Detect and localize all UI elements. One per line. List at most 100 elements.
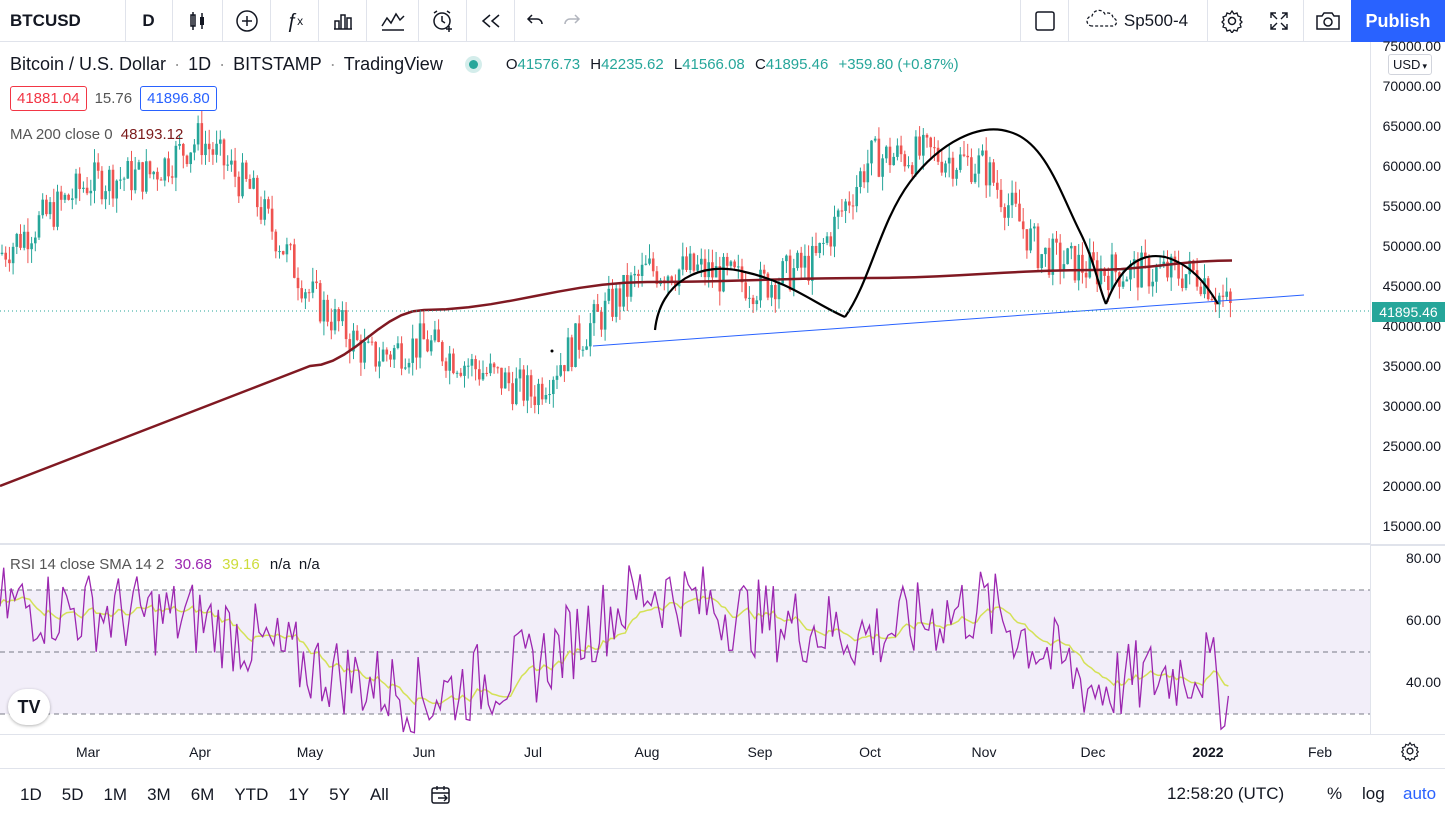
range-1y-button[interactable]: 1Y bbox=[288, 784, 310, 804]
candle-body bbox=[104, 191, 107, 200]
range-6m-button[interactable]: 6M bbox=[190, 784, 215, 804]
candle-body bbox=[1058, 242, 1062, 271]
range-1d-button[interactable]: 1D bbox=[20, 784, 42, 804]
percent-scale-toggle[interactable]: % bbox=[1327, 784, 1343, 803]
candles-icon[interactable] bbox=[172, 0, 222, 42]
rsi-axis-label: 80.00 bbox=[1405, 550, 1441, 566]
candle-body bbox=[515, 378, 518, 405]
range-1m-button[interactable]: 1M bbox=[103, 784, 128, 804]
candle-body bbox=[370, 341, 374, 343]
candle-body bbox=[396, 343, 400, 349]
candle-body bbox=[873, 138, 877, 141]
candle-body bbox=[563, 365, 566, 372]
symbol-search-button[interactable]: BTCUSD bbox=[10, 11, 81, 30]
bid-price-button[interactable]: 41881.04 bbox=[10, 86, 87, 111]
range-5y-button[interactable]: 5Y bbox=[329, 784, 350, 804]
candle-body bbox=[52, 202, 56, 227]
plus-circle-icon[interactable] bbox=[222, 0, 270, 42]
candle-body bbox=[910, 165, 914, 175]
candle-body bbox=[733, 261, 736, 268]
clock-timezone[interactable]: 12:58:20 (UTC) bbox=[1167, 784, 1285, 803]
candle-body bbox=[614, 288, 618, 317]
replay-icon[interactable] bbox=[466, 0, 514, 42]
goto-date-icon[interactable] bbox=[429, 784, 453, 806]
candle-body bbox=[89, 190, 93, 194]
cup-drawing-2[interactable] bbox=[844, 128, 1107, 318]
interval-button[interactable]: D bbox=[125, 0, 171, 42]
layout-square-icon[interactable] bbox=[1020, 0, 1068, 42]
cup-drawing-3[interactable] bbox=[1104, 255, 1219, 305]
alert-clock-icon[interactable] bbox=[418, 0, 466, 42]
symbol-title[interactable]: Bitcoin / U.S. Dollar bbox=[10, 54, 167, 74]
candle-body bbox=[970, 157, 973, 183]
range-3m-button[interactable]: 3M bbox=[147, 784, 171, 804]
time-label: Apr bbox=[189, 744, 211, 760]
candle-body bbox=[818, 242, 821, 254]
candle-body bbox=[359, 339, 363, 363]
currency-select[interactable]: USD ▾ bbox=[1388, 54, 1432, 75]
candle-body bbox=[466, 365, 470, 367]
log-scale-toggle[interactable]: log bbox=[1362, 784, 1385, 803]
candle-body bbox=[1103, 268, 1106, 276]
layout-name-button[interactable]: Sp500-4 bbox=[1068, 0, 1203, 42]
candle-body bbox=[193, 144, 196, 153]
candle-body bbox=[67, 194, 70, 200]
trendline[interactable] bbox=[592, 294, 1305, 347]
ask-price-button[interactable]: 41896.80 bbox=[140, 86, 217, 111]
candle-body bbox=[82, 187, 85, 189]
candle-body bbox=[0, 252, 4, 254]
candle-body bbox=[455, 372, 459, 374]
rsi-na-1: n/a bbox=[269, 556, 291, 573]
candle-body bbox=[929, 137, 932, 148]
cup-drawing-1[interactable] bbox=[653, 267, 846, 331]
gear-icon[interactable] bbox=[1207, 0, 1255, 42]
candle-body bbox=[740, 266, 744, 283]
candle-body bbox=[629, 275, 633, 297]
candle-body bbox=[1092, 252, 1095, 261]
axis-settings-gear-icon[interactable] bbox=[1400, 741, 1420, 766]
candle-body bbox=[341, 310, 344, 322]
range-all-button[interactable]: All bbox=[369, 784, 389, 804]
candle-body bbox=[744, 282, 747, 299]
price-label: 60000.00 bbox=[1382, 158, 1441, 174]
time-label: Mar bbox=[75, 744, 101, 760]
ma-legend[interactable]: MA 200 close 0 48193.12 bbox=[10, 126, 183, 143]
rsi-legend[interactable]: RSI 14 close SMA 14 2 30.68 39.16 n/a n/… bbox=[10, 556, 320, 573]
candle-body bbox=[1055, 238, 1058, 243]
templates-icon[interactable] bbox=[366, 0, 418, 42]
candle-body bbox=[1125, 279, 1129, 282]
ohlc-values: O41576.73 H42235.62 L41566.08 C41895.46 … bbox=[505, 56, 959, 73]
legend-interval: 1D bbox=[188, 54, 212, 74]
range-ytd-button[interactable]: YTD bbox=[234, 784, 269, 804]
candle-body bbox=[770, 285, 773, 298]
price-axis[interactable]: 75000.00 70000.00 65000.00 60000.00 5500… bbox=[1370, 38, 1445, 734]
time-axis[interactable]: Mar Apr May Jun Jul Aug Sep Oct Nov Dec … bbox=[0, 734, 1445, 768]
candle-body bbox=[655, 271, 659, 285]
fullscreen-icon[interactable] bbox=[1255, 0, 1303, 42]
undo-icon[interactable] bbox=[514, 0, 554, 42]
candle-body bbox=[692, 253, 696, 271]
price-chart[interactable] bbox=[0, 42, 1370, 734]
camera-icon[interactable] bbox=[1303, 0, 1351, 42]
price-label: 50000.00 bbox=[1382, 238, 1441, 254]
auto-scale-toggle[interactable]: auto bbox=[1403, 784, 1437, 803]
candle-body bbox=[122, 178, 126, 180]
candle-body bbox=[145, 161, 148, 192]
candle-body bbox=[955, 169, 958, 179]
candle-body bbox=[903, 154, 907, 167]
candle-body bbox=[581, 349, 585, 351]
candle-body bbox=[807, 255, 810, 281]
candle-body bbox=[633, 273, 636, 276]
range-5d-button[interactable]: 5D bbox=[61, 784, 84, 804]
candle-body bbox=[522, 369, 525, 401]
candle-body bbox=[1040, 254, 1043, 269]
candle-body bbox=[315, 281, 318, 284]
redo-icon[interactable] bbox=[554, 0, 590, 42]
candle-body bbox=[1107, 275, 1110, 291]
market-status-icon[interactable] bbox=[468, 60, 478, 69]
bar-chart-icon[interactable] bbox=[318, 0, 366, 42]
candle-body bbox=[1177, 262, 1180, 279]
tradingview-logo-icon[interactable]: TV bbox=[8, 689, 50, 725]
publish-button[interactable]: Publish bbox=[1351, 0, 1445, 42]
